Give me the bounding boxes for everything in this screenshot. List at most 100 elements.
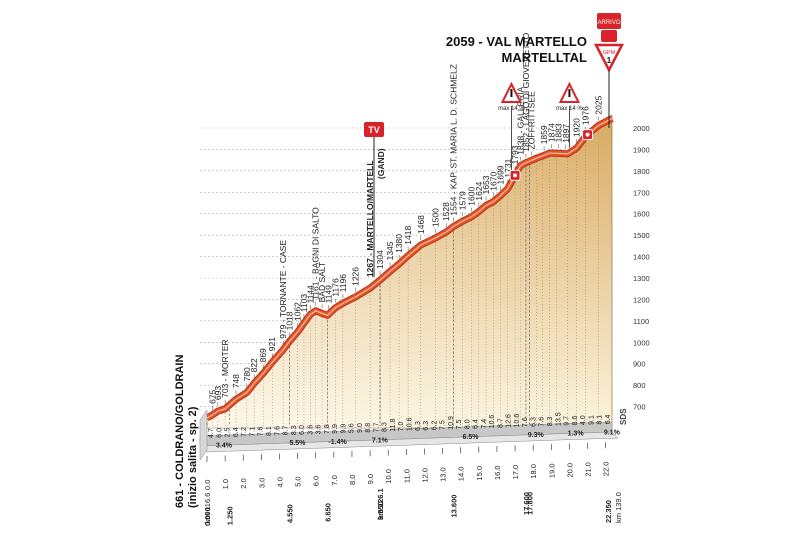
km-tick-label: 12.0 — [420, 468, 429, 483]
altitude-label: 1731 — [503, 158, 513, 177]
arrivo-badge — [597, 13, 621, 29]
km-tick-label: 7.0 — [330, 475, 339, 485]
altitude-label: 1062 — [293, 302, 303, 321]
arrivo-label: ARRIVO — [597, 20, 620, 26]
altitude-label: 1468 — [416, 215, 426, 234]
altitude-label: 1653 — [481, 175, 491, 194]
segment-average: 9.3% — [528, 432, 545, 439]
altitude-label: 1874 — [546, 123, 556, 142]
gradient-value: 7.2 — [241, 427, 248, 437]
gradient-value: 4.0 — [580, 415, 587, 425]
altitude-label: 1897 — [561, 124, 571, 143]
km-tick-label: 17.0 — [511, 465, 520, 480]
km-point-label: 9.550 — [376, 501, 385, 520]
warning-text: max 14 % — [498, 106, 525, 112]
gradient-value: 9.9 — [332, 424, 339, 434]
altitude-label: 1018 — [284, 311, 294, 330]
gradient-value: 6.2 — [431, 420, 438, 430]
gradient-value: 11.8 — [390, 418, 397, 431]
gpm-label: GPM — [603, 50, 616, 56]
gradient-value: 8.0 — [464, 419, 471, 429]
altitude-tick-label: 1200 — [633, 295, 650, 304]
warning-exclamation — [510, 89, 513, 97]
altitude-label: 703 - MORTER — [220, 339, 230, 397]
segment-average: 6.5% — [463, 434, 480, 441]
altitude-tick-label: 1700 — [633, 188, 650, 197]
gradient-value: 6.4 — [233, 427, 240, 437]
km-tick-label: 5.0 — [294, 476, 303, 486]
altitude-label: 1196 — [338, 274, 348, 293]
altitude-label: 1883 — [554, 123, 564, 142]
altitude-label: 1600 — [467, 187, 477, 206]
km-point-label: 13.600 — [449, 495, 458, 518]
road-marker-dot — [585, 132, 590, 137]
km-tick-label: 9.0 — [366, 474, 375, 484]
km-tick-label: 16.0 — [493, 465, 502, 480]
altitude-label: 1226 — [351, 267, 361, 286]
km-tick-label: 21.0 — [584, 462, 593, 477]
town-sublabel: (GAND) — [376, 148, 386, 179]
altitude-label: 921 — [267, 337, 277, 351]
gradient-value: 10.6 — [489, 415, 496, 429]
gradient-value: 7.1 — [250, 427, 257, 437]
altitude-label: 1699 — [496, 165, 506, 184]
gradient-value: 8.3 — [291, 425, 298, 435]
gradient-value: 8.1 — [597, 415, 604, 425]
km-tick-label: 3.0 — [257, 478, 266, 488]
tv-label: TV — [368, 125, 380, 135]
warning-text: max 14 % — [556, 106, 583, 112]
altitude-tick-label: 1900 — [633, 145, 650, 154]
altitude-label: 1161 - BAGNI DI SALTO — [311, 207, 321, 300]
altitude-label: 748 — [231, 374, 241, 388]
km-tick-label: 2.0 — [239, 478, 248, 488]
altitude-label: 979 - TORNANTE - CASE — [278, 240, 288, 339]
altitude-label: 1852 - LAGO DI GIOVERETTO — [521, 32, 531, 151]
gradient-value: 10.6 — [514, 414, 521, 428]
finish-title: 2059 - VAL MARTELLO — [446, 34, 587, 49]
km-tick-label: 8.0 — [348, 475, 357, 485]
gradient-value: 5.6 — [349, 423, 356, 433]
gradient-value: 3.6 — [316, 424, 323, 434]
km-point-label: km 126.1 — [376, 488, 385, 520]
segment-average: 9.1% — [604, 429, 621, 436]
altitude-label: 1144 — [305, 285, 315, 304]
gradient-value: 9.1 — [588, 415, 595, 425]
gradient-value: 8.8 — [365, 423, 372, 433]
km-tick-label: 22.0 — [602, 462, 611, 477]
altitude-label: 1380 — [394, 234, 404, 253]
altitude-label: 1579 — [458, 191, 468, 210]
km-tick-label: 19.0 — [547, 463, 556, 478]
km-tick-label: 11.0 — [402, 469, 411, 483]
km-tick-label: 20.0 — [565, 463, 574, 478]
gradient-value: 6.4 — [605, 414, 612, 424]
arrivo-icon — [601, 30, 617, 42]
altitude-tick-label: 800 — [633, 381, 646, 390]
altitude-tick-label: 1000 — [633, 338, 650, 347]
segment-average: 3.4% — [216, 443, 233, 450]
km-tick-label: 15.0 — [475, 466, 484, 481]
altitude-label: 1418 — [403, 226, 413, 245]
km-point-label: 4.550 — [285, 504, 294, 523]
gradient-value: 7.5 — [456, 420, 463, 430]
km-tick-label: 6.0 — [312, 476, 321, 486]
finish-subtitle: MARTELLTAL — [502, 50, 587, 65]
km-point-label: 0.000 — [203, 507, 212, 526]
gradient-value: 7.6 — [539, 417, 546, 427]
gradient-value: 9.9 — [340, 424, 347, 434]
gradient-value: 10.6 — [407, 417, 414, 431]
warning-exclamation — [568, 89, 571, 97]
segment-average: -1.4% — [328, 439, 347, 446]
end-dist-label: 22.350 — [604, 500, 613, 523]
gradient-value: 9.7 — [564, 416, 571, 426]
gradient-value: 13.5 — [555, 412, 562, 426]
profile-area-shade — [207, 115, 612, 429]
altitude-label: 1149 — [323, 285, 333, 304]
gradient-value: 6.3 — [415, 421, 422, 431]
km-point-label: 17.800 — [526, 492, 535, 515]
altitude-tick-label: 1800 — [633, 167, 650, 176]
end-km-label: km 139.0 — [614, 492, 623, 523]
gradient-value: 6.4 — [473, 419, 480, 429]
gradient-value: 2.5 — [225, 428, 232, 438]
altitude-label: 1838 - GALLERIA — [516, 86, 526, 154]
